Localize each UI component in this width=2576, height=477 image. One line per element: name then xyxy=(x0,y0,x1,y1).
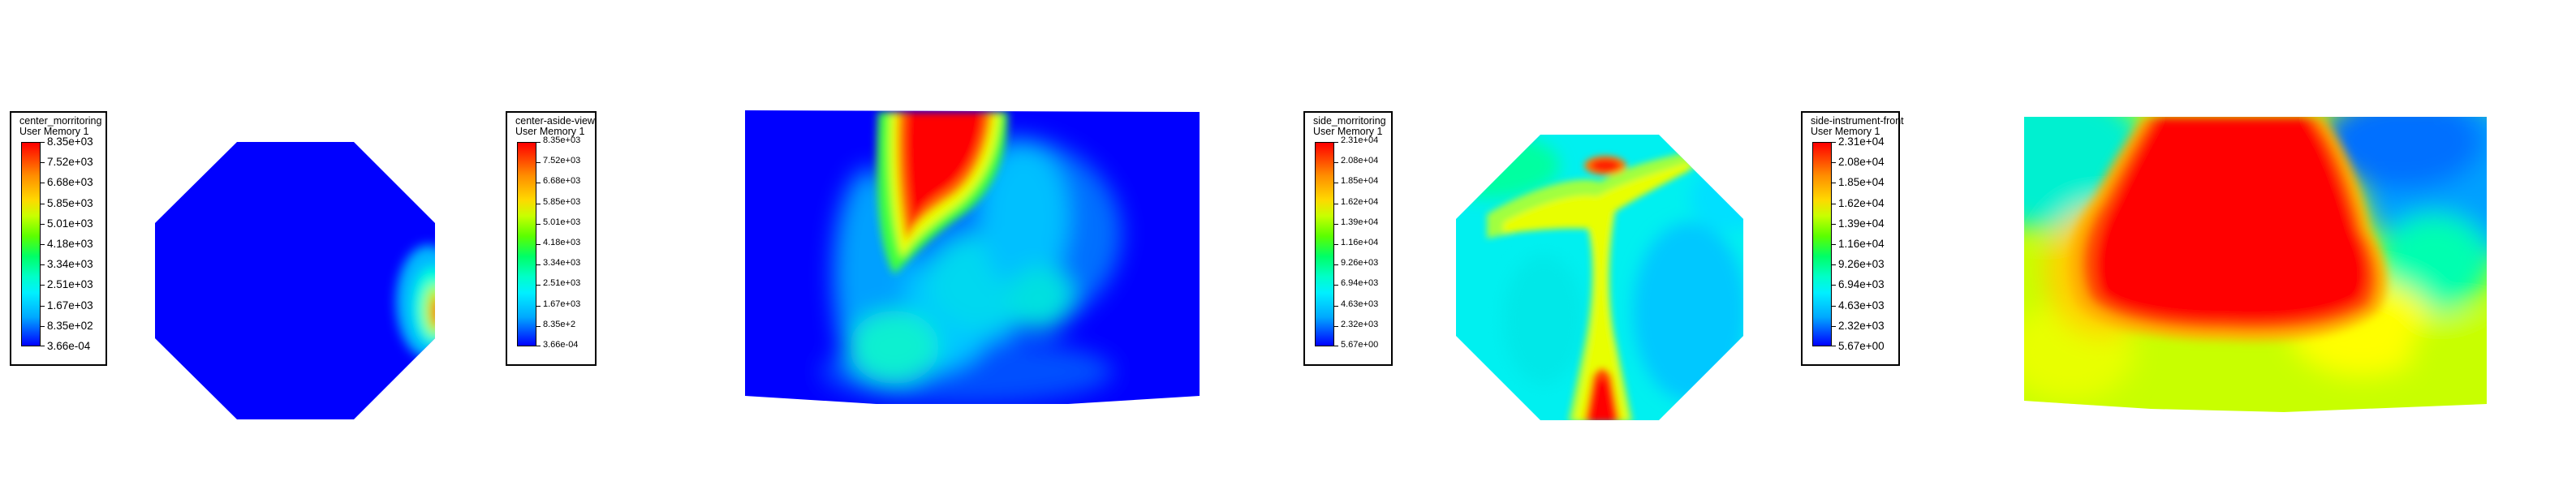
colorbar-tick xyxy=(1832,264,1836,266)
colorbar-tick-label: 9.26e+03 xyxy=(1838,258,1885,271)
colorbar-tick-label: 3.66e-04 xyxy=(47,340,91,352)
colorbar-tick xyxy=(41,264,45,266)
colorbar-tick xyxy=(41,162,45,164)
colorbar-tick xyxy=(1334,244,1338,245)
contour-center-aside-view xyxy=(740,104,1204,406)
colorbar-tick xyxy=(536,142,541,143)
colorbar-tick-label: 3.34e+03 xyxy=(543,258,581,269)
colorbar-tick-label: 6.94e+03 xyxy=(1341,278,1379,289)
colorbar-tick xyxy=(1832,162,1836,164)
colorbar-tick-label: 5.01e+03 xyxy=(543,217,581,227)
colorbar-tick xyxy=(536,325,541,327)
colorbar-tick-label: 2.31e+04 xyxy=(1341,135,1379,145)
colorbar-tick xyxy=(1334,285,1338,286)
legend-subtitle: User Memory 1 xyxy=(515,126,585,137)
colorbar-tick-label: 7.52e+03 xyxy=(543,156,581,166)
colorbar-tick-label: 1.85e+04 xyxy=(1341,176,1379,187)
legend-title: center_morritoring xyxy=(19,115,102,127)
colorbar-tick xyxy=(41,325,45,327)
legend-title: center-aside-view xyxy=(515,115,595,127)
contour-side-monitoring xyxy=(1454,133,1747,422)
colorbar-tick-label: 7.52e+03 xyxy=(47,156,93,169)
contour-side-instrument-front xyxy=(2021,109,2492,414)
colorbar-tick-label: 2.08e+04 xyxy=(1838,156,1885,169)
colorbar-tick-label: 4.18e+03 xyxy=(47,238,93,250)
colorbar-tick xyxy=(41,305,45,307)
colorbar-tick xyxy=(41,223,45,225)
colorbar-tick-label: 3.66e-04 xyxy=(543,340,579,350)
colorbar-tick-label: 4.63e+03 xyxy=(1838,299,1885,312)
colorbar-tick-label: 2.08e+04 xyxy=(1341,156,1379,166)
legend-side-instrument-front: side-instrument-front User Memory 1 2.31… xyxy=(1801,111,1904,366)
colorbar-tick-label: 1.16e+04 xyxy=(1838,238,1885,250)
colorbar-tick-label: 5.67e+00 xyxy=(1838,340,1885,352)
colorbar-tick xyxy=(1832,142,1836,143)
colorbar-tick-label: 1.62e+04 xyxy=(1838,196,1885,209)
colorbar-tick-label: 1.67e+03 xyxy=(543,299,581,309)
colorbar-tick-label: 8.35e+03 xyxy=(47,135,93,148)
colorbar-tick-label: 2.32e+03 xyxy=(1341,319,1379,329)
colorbar-tick xyxy=(536,305,541,307)
colorbar-tick xyxy=(1334,305,1338,307)
legend-subtitle: User Memory 1 xyxy=(19,126,89,137)
legend-title: side-instrument-front xyxy=(1811,115,1904,127)
colorbar-tick-label: 1.39e+04 xyxy=(1838,217,1885,230)
colorbar-tick xyxy=(1334,162,1338,164)
colorbar-tick-label: 1.16e+04 xyxy=(1341,238,1379,247)
colorbar xyxy=(1812,142,1832,346)
colorbar-tick-label: 1.85e+04 xyxy=(1838,176,1885,189)
colorbar-tick xyxy=(41,285,45,286)
colorbar-tick-label: 9.26e+03 xyxy=(1341,258,1379,269)
colorbar-tick xyxy=(1832,285,1836,286)
colorbar-tick-label: 2.32e+03 xyxy=(1838,319,1885,332)
colorbar-tick-label: 6.68e+03 xyxy=(47,176,93,189)
colorbar-tick xyxy=(41,142,45,143)
colorbar-tick-label: 8.35e+03 xyxy=(543,135,581,145)
colorbar-tick xyxy=(536,264,541,266)
colorbar-tick-label: 1.67e+03 xyxy=(47,299,93,312)
colorbar-tick-label: 6.68e+03 xyxy=(543,176,581,187)
colorbar xyxy=(21,142,41,346)
colorbar-tick-label: 2.51e+03 xyxy=(47,278,93,291)
contour-center-monitoring xyxy=(153,140,438,425)
legend-subtitle: User Memory 1 xyxy=(1313,126,1383,137)
colorbar-tick-label: 4.63e+03 xyxy=(1341,299,1379,309)
colorbar-tick xyxy=(1334,142,1338,143)
legend-center-monitoring: center_morritoring User Memory 1 8.35e+0… xyxy=(10,111,107,366)
colorbar-tick-label: 6.94e+03 xyxy=(1838,278,1885,291)
colorbar-tick-label: 5.67e+00 xyxy=(1341,340,1379,350)
colorbar-tick xyxy=(41,244,45,245)
colorbar-tick-label: 2.31e+04 xyxy=(1838,135,1885,148)
colorbar-tick-label: 1.62e+04 xyxy=(1341,196,1379,207)
colorbar-tick xyxy=(1832,305,1836,307)
colorbar-tick xyxy=(536,162,541,164)
colorbar-tick-label: 8.35e+2 xyxy=(543,319,576,329)
colorbar xyxy=(517,142,536,346)
legend-title: side_morritoring xyxy=(1313,115,1386,127)
colorbar xyxy=(1315,142,1334,346)
colorbar-tick-label: 5.85e+03 xyxy=(543,196,581,207)
colorbar-tick xyxy=(1334,223,1338,225)
colorbar-tick-label: 2.51e+03 xyxy=(543,278,581,289)
legend-center-aside-view: center-aside-view User Memory 1 8.35e+03… xyxy=(506,111,597,366)
colorbar-tick-label: 8.35e+02 xyxy=(47,319,93,332)
colorbar-tick xyxy=(1832,244,1836,245)
colorbar-tick-label: 1.39e+04 xyxy=(1341,217,1379,227)
legend-subtitle: User Memory 1 xyxy=(1811,126,1880,137)
colorbar-tick-label: 3.34e+03 xyxy=(47,258,93,271)
colorbar-tick xyxy=(536,285,541,286)
colorbar-tick xyxy=(536,223,541,225)
colorbar-tick xyxy=(536,244,541,245)
colorbar-tick-label: 5.85e+03 xyxy=(47,196,93,209)
colorbar-tick-label: 4.18e+03 xyxy=(543,238,581,247)
colorbar-tick xyxy=(1832,223,1836,225)
colorbar-tick-label: 5.01e+03 xyxy=(47,217,93,230)
colorbar-tick xyxy=(1832,325,1836,327)
legend-side-monitoring: side_morritoring User Memory 1 2.31e+04 2… xyxy=(1303,111,1393,366)
colorbar-tick xyxy=(1334,325,1338,327)
colorbar-tick xyxy=(1334,264,1338,266)
